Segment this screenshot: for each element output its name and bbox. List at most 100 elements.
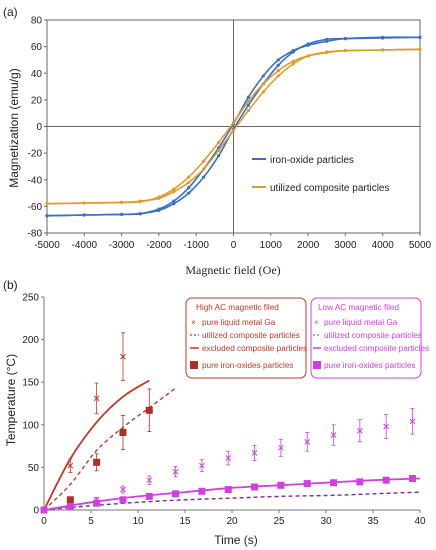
data-point-a [276, 63, 280, 67]
data-point-a [187, 180, 191, 185]
legend-low-x-marker: × [314, 318, 319, 327]
x-tick-label-a: 3000 [334, 240, 357, 251]
data-point-a [418, 47, 422, 51]
series-low-x-marker [225, 455, 232, 461]
x-tick-label-b: 5 [88, 516, 94, 527]
panel-a-label: (a) [3, 5, 18, 19]
series-low-x-marker [330, 432, 337, 438]
x-axis-label-b: Time (s) [214, 533, 258, 547]
series-high-square-marker [119, 428, 127, 436]
data-point-a [418, 35, 422, 39]
data-point-a [202, 159, 206, 163]
data-point-a [306, 54, 310, 58]
data-point-a [343, 49, 347, 53]
series-low-x-marker [172, 468, 179, 475]
plot-area-a: -80 -60 -40 -20 0 20 40 60 80 -5000 -4000 -3000 -200… [28, 16, 432, 252]
legend-low-entry-4: pure iron-oxides particles [324, 361, 415, 370]
data-point-a [276, 68, 280, 73]
x-tick-label-a: 1000 [260, 240, 283, 251]
legend-high-entry-4: pure iron-oxides particles [202, 361, 293, 370]
data-point-a [231, 120, 236, 125]
series-high-x-marker [67, 462, 74, 469]
data-point-a [82, 213, 86, 217]
data-point-a [343, 37, 347, 41]
data-point-a [120, 212, 124, 216]
data-point-a [202, 167, 206, 171]
series-low-square-marker [356, 478, 364, 486]
series-low-x-marker [409, 418, 416, 425]
series-low-dashed-line [43, 491, 421, 511]
x-tick-label-a: 5000 [409, 240, 432, 251]
data-point-a [216, 140, 221, 145]
y-tick-label-a: -60 [28, 202, 43, 213]
data-point-a [246, 103, 251, 107]
x-tick-label-b: 40 [414, 516, 426, 527]
data-point-a [306, 42, 310, 46]
data-point-a [261, 74, 265, 78]
legend-low: Low AC magnetic filed × pure liquid meta… [310, 297, 429, 379]
legend-high-entry-2: utilized composite particles [202, 331, 300, 340]
legend-low-entry-1: pure liquid metal Ga [324, 318, 398, 327]
data-point-a [291, 62, 295, 66]
x-tick-label-a: 4000 [372, 240, 395, 251]
y-tick-label-a: 40 [31, 69, 43, 80]
data-point-a [187, 175, 191, 179]
x-tick-label-a: -4000 [72, 240, 98, 251]
y-tick-label-b: 250 [22, 293, 39, 304]
data-point-a [231, 128, 236, 133]
series-high-square-marker [145, 406, 153, 414]
data-point-a [172, 187, 176, 191]
x-tick-label-a: 2000 [297, 240, 320, 251]
y-tick-label-a: -40 [28, 175, 43, 186]
y-axis-label-b: Temperature (°C) [4, 354, 18, 446]
y-tick-label-b: 200 [22, 335, 39, 346]
data-point-a [120, 200, 124, 204]
series-low-square-marker [303, 480, 311, 488]
legend-low-box [310, 297, 422, 379]
x-tick-label-b: 10 [132, 516, 144, 527]
data-point-a [291, 59, 295, 63]
legend-high-x-marker: × [191, 318, 196, 327]
data-point-a [276, 58, 280, 62]
x-tick-label-a: -1000 [183, 240, 209, 251]
x-tick-label-b: 35 [367, 516, 379, 527]
x-tick-label-a: -3000 [109, 240, 135, 251]
data-point-a [157, 196, 161, 200]
y-tick-label-b: 100 [22, 420, 39, 431]
series-high-square-marker [93, 458, 101, 466]
series-low-square-marker [40, 506, 48, 514]
data-point-a [187, 186, 191, 190]
series-low-x-marker [278, 444, 284, 451]
data-point-a [216, 154, 221, 158]
x-tick-label-a: -2000 [146, 240, 172, 251]
series-high-square-marker [66, 496, 74, 504]
legend-a-composite-label: utilized composite particles [270, 183, 390, 194]
data-point-a [246, 99, 251, 103]
x-tick-label-b: 0 [41, 516, 47, 527]
legend-low-entry-3: excluded composite particles [324, 344, 429, 353]
series-low-square-marker [119, 496, 127, 504]
legend-high-title: High AC magnetic filed [196, 303, 279, 312]
data-point-a [138, 212, 142, 216]
data-point-a [82, 201, 86, 205]
series-low-x-marker [199, 462, 205, 469]
legend-high-entry-3: excluded composite particles [202, 344, 307, 353]
series-low-x-marker [251, 450, 258, 456]
series-low-x-marker [383, 423, 390, 430]
data-point-a [172, 190, 176, 194]
series-high-x-marker [93, 395, 100, 402]
x-axis-label-a: Magnetic field (Oe) [185, 263, 280, 277]
x-tick-label-b: 25 [273, 516, 285, 527]
series-low-x-marker [146, 477, 153, 484]
series-low-square-marker [251, 483, 259, 491]
legend-low-title: Low AC magnetic filed [318, 303, 399, 312]
y-tick-label-a: 20 [31, 95, 43, 106]
series-low-x-marker [304, 438, 311, 445]
legend-high-square-swatch [190, 361, 198, 369]
y-tick-label-a: 0 [36, 122, 42, 133]
data-point-a [45, 214, 49, 218]
legend-low-entry-2: utilized composite particles [324, 331, 422, 340]
series-low-square-marker [277, 481, 285, 489]
series-low-square-marker [224, 486, 232, 494]
series-low-x-marker [356, 427, 363, 434]
